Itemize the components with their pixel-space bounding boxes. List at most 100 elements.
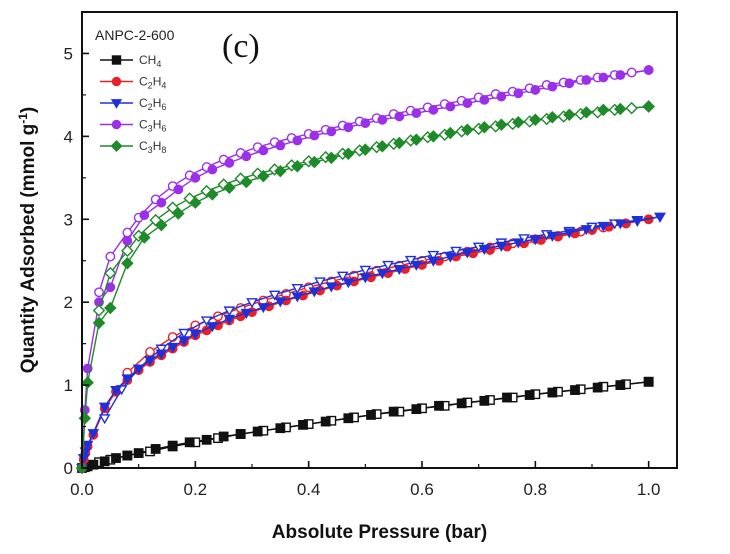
series-3-adsorption-point — [479, 94, 490, 105]
series-2-desorption-point — [268, 290, 281, 301]
series-2-adsorption-point — [444, 252, 457, 263]
legend-label-part: 8 — [161, 145, 166, 155]
legend-label-part: 4 — [156, 59, 161, 69]
y-tick-label: 4 — [64, 127, 73, 146]
series-3-adsorption-point — [615, 70, 626, 80]
series-2-adsorption-point — [427, 256, 440, 267]
series-0-adsorption-point — [547, 387, 558, 398]
legend-label-0: CH4 — [139, 53, 161, 69]
series-4-adsorption-point — [461, 123, 474, 136]
series-0-adsorption-point — [570, 385, 580, 395]
series-4-adsorption-point — [223, 181, 236, 195]
series-3-adsorption-point — [122, 235, 133, 246]
legend-label-part: C — [139, 139, 148, 153]
series-4-adsorption-point — [257, 169, 270, 183]
x-tick-label: 0.8 — [524, 480, 548, 499]
series-2-adsorption-point — [631, 216, 644, 227]
series-2-adsorption-point — [325, 282, 338, 293]
series-3-adsorption-point — [643, 65, 654, 75]
series-4-adsorption-point — [240, 175, 253, 189]
series-0-adsorption-point — [150, 444, 161, 454]
series-2-adsorption-point — [461, 248, 474, 259]
legend-label-part: 6 — [161, 124, 166, 134]
series-0-adsorption-point — [434, 400, 444, 411]
series-0-adsorption-point — [502, 392, 512, 403]
series-3-adsorption-point — [173, 184, 184, 195]
series-0-adsorption-point — [133, 448, 144, 458]
series-2-adsorption-point — [308, 287, 321, 298]
series-3-adsorption-point — [360, 118, 371, 128]
legend-label-part: C — [139, 118, 148, 132]
series-0-adsorption-point — [456, 398, 467, 409]
series-2-desorption-point — [404, 255, 417, 266]
series-2-adsorption-point — [614, 219, 627, 230]
series-4-desorption-point — [92, 304, 106, 317]
series-4-adsorption-point — [291, 159, 304, 173]
x-tick-label: 0.0 — [70, 480, 94, 499]
series-0-adsorption-point — [343, 413, 354, 424]
series-4-adsorption-point — [189, 196, 202, 209]
series-0-adsorption-point — [201, 434, 212, 445]
series-3-adsorption-point — [156, 197, 167, 208]
x-tick-label: 1.0 — [637, 480, 661, 499]
series-3-adsorption-point — [190, 172, 201, 183]
series-4-adsorption-point — [121, 256, 134, 270]
series-2-adsorption-point — [144, 356, 156, 367]
legend-label-part: C — [139, 75, 148, 89]
series-3-adsorption-point — [547, 81, 558, 92]
series-2-adsorption-point — [563, 228, 576, 239]
series-0-adsorption-point — [479, 395, 490, 406]
series-3-adsorption-point — [343, 122, 354, 133]
series-3-desorption-point — [122, 227, 133, 238]
series-3-adsorption-point — [258, 145, 269, 156]
legend-label-part: H — [153, 75, 162, 89]
series-0-adsorption-point — [298, 419, 308, 430]
legend-marker-4 — [110, 140, 123, 152]
series-0-adsorption-point — [111, 453, 121, 463]
series-2-desorption-point — [427, 250, 440, 261]
legend-title: ANPC-2-600 — [95, 27, 175, 43]
series-4-adsorption-point — [529, 113, 542, 127]
series-4-adsorption-point — [597, 103, 610, 117]
series-3-adsorption-point — [292, 135, 303, 146]
series-3-desorption-point — [626, 67, 637, 78]
series-4-adsorption-point — [563, 108, 576, 122]
series-0 — [77, 376, 654, 473]
y-tick-label: 5 — [64, 44, 73, 63]
series-3-desorption-point — [94, 287, 104, 298]
y-tick-label: 2 — [64, 293, 73, 312]
series-0-adsorption-point — [592, 382, 603, 393]
panel-label: (c) — [222, 28, 260, 65]
series-2-desorption-point — [178, 328, 190, 339]
series-0-adsorption-point — [218, 431, 229, 442]
series-0-adsorption-point — [122, 450, 133, 461]
series-3-adsorption-point — [513, 88, 524, 99]
x-axis-ticks: 0.0 0.2 0.4 0.6 0.8 1.0 — [70, 461, 660, 499]
series-3-adsorption-point — [445, 101, 456, 112]
series-4-adsorption-point — [512, 116, 525, 129]
series-3-adsorption-point — [326, 126, 337, 137]
series-2-desorption-point — [382, 260, 394, 271]
series-2-adsorption-point — [546, 231, 559, 242]
series-2-adsorption-point — [178, 336, 190, 347]
series-4-desorption-point — [625, 101, 638, 115]
series-4-adsorption-point — [155, 218, 168, 232]
series-2-desorption-point — [200, 316, 213, 327]
legend-label-part: 3 — [148, 124, 153, 134]
series-3-adsorption-point — [275, 140, 286, 151]
legend-label-4: C3H8 — [139, 139, 166, 155]
series-4-adsorption-point — [92, 316, 106, 330]
legend-label-part: C — [139, 96, 148, 110]
series-3-adsorption-point — [496, 91, 507, 102]
series-3-adsorption-point — [581, 75, 592, 85]
legend-label-part: 4 — [161, 81, 166, 91]
series-2-adsorption-point — [376, 269, 389, 280]
series-2-adsorption-point — [597, 221, 610, 232]
series-4-adsorption-point — [478, 121, 491, 134]
y-axis-title-end: ) — [18, 107, 39, 113]
series-2-adsorption-point — [342, 278, 355, 289]
series-3-adsorption-point — [309, 130, 320, 141]
y-axis-title: Quantity Adsorbed (mmol g-1) — [16, 107, 39, 373]
series-3-adsorption-point — [224, 157, 235, 168]
series-2-desorption-point — [223, 306, 236, 317]
